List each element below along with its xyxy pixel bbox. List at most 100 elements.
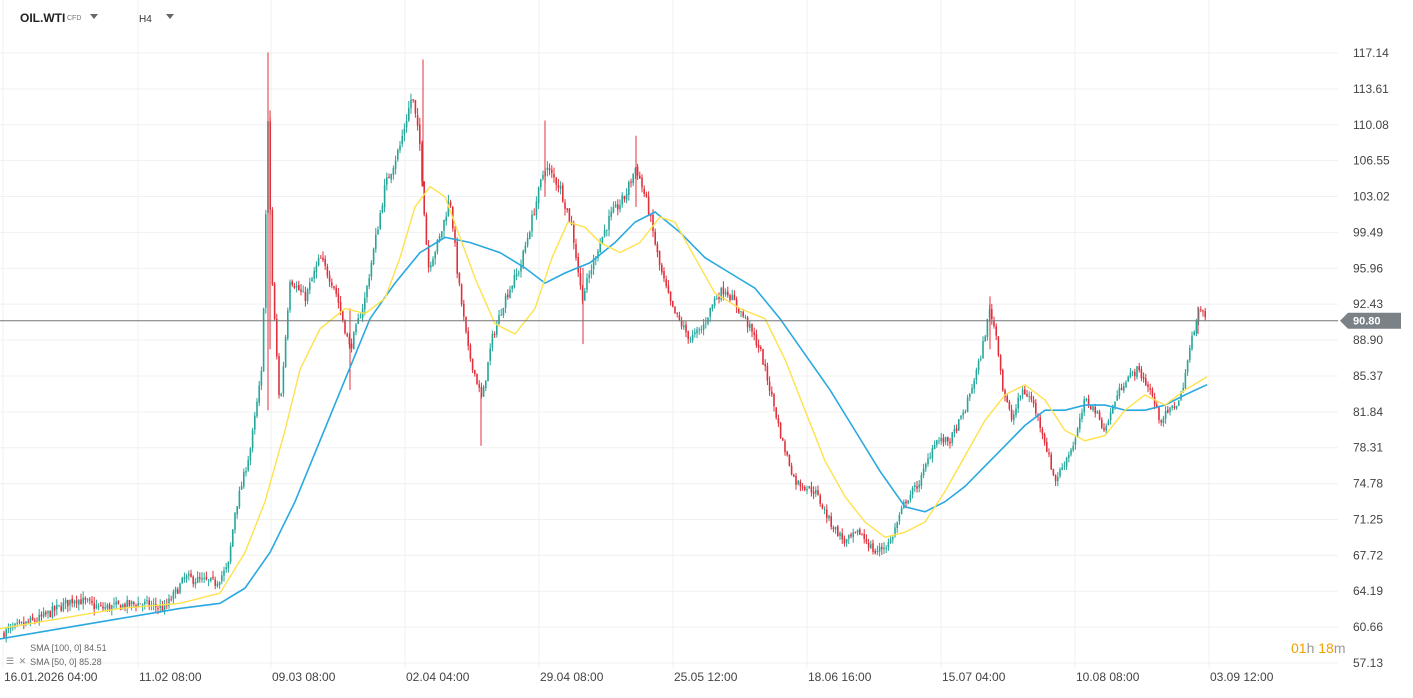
- candle-body: [861, 534, 863, 536]
- candle-body: [557, 185, 560, 188]
- candle-body: [157, 608, 159, 610]
- candle-body: [14, 623, 16, 627]
- candle-body: [942, 437, 945, 443]
- candle-body: [1006, 396, 1008, 403]
- candle-body: [1197, 309, 1200, 321]
- candle-body: [317, 258, 320, 266]
- candle-body: [1202, 310, 1204, 312]
- candle-body: [124, 603, 126, 609]
- candle-body: [894, 527, 896, 537]
- candle-body: [51, 606, 54, 618]
- close-icon[interactable]: ✕: [18, 656, 28, 666]
- candle-body: [458, 273, 461, 284]
- candle-body: [925, 463, 927, 469]
- candle-body: [1200, 309, 1202, 311]
- candle-body: [636, 166, 639, 176]
- candle-body: [667, 285, 670, 293]
- candle-body: [212, 576, 214, 579]
- candle-body: [1178, 400, 1180, 406]
- candle-body: [342, 311, 344, 321]
- candle-body: [104, 607, 106, 609]
- x-tick-label: 09.03 08:00: [272, 670, 336, 684]
- candle-body: [500, 314, 502, 316]
- candle-body: [102, 606, 104, 609]
- y-tick-label: 78.31: [1353, 441, 1383, 455]
- candle-body: [1118, 387, 1121, 397]
- candle-body: [227, 561, 230, 569]
- candle-body: [771, 391, 773, 395]
- candle-body: [436, 240, 439, 252]
- candle-body: [75, 600, 78, 604]
- y-tick-label: 103.02: [1353, 190, 1390, 204]
- candle-body: [513, 275, 516, 288]
- candle-body: [421, 143, 423, 182]
- indicator-legend-sma50[interactable]: ☰ ✕ SMA [50, 0] 85.28: [6, 656, 102, 667]
- candle-body: [128, 600, 131, 606]
- candle-body: [969, 393, 971, 398]
- y-axis: 117.14 113.61 110.08 106.55 103.02 99.49 95.96…: [1353, 46, 1390, 670]
- candle-body: [20, 622, 23, 623]
- candle-body: [537, 187, 540, 204]
- candle-body: [900, 507, 903, 514]
- indicator-controls: ☰ ✕: [6, 656, 27, 667]
- sma100-legend-label: SMA [100, 0] 84.51: [30, 642, 107, 653]
- candle-body: [953, 428, 956, 433]
- candle-body: [843, 538, 846, 544]
- candle-body: [89, 599, 91, 601]
- x-tick-label: 16.01.2026 04:00: [4, 670, 98, 684]
- candle-body: [192, 576, 194, 584]
- candle-body: [795, 475, 797, 485]
- candle-body: [958, 419, 960, 431]
- candle-body: [370, 262, 373, 277]
- candle-body: [245, 471, 247, 473]
- candle-body: [91, 600, 93, 603]
- candle-body: [962, 412, 964, 416]
- candle-body: [944, 436, 947, 442]
- candle-body: [412, 99, 414, 101]
- timeframe-label[interactable]: H4: [139, 14, 152, 25]
- candle-body: [282, 366, 285, 394]
- candle-body: [782, 438, 784, 441]
- candle-body: [663, 271, 665, 279]
- candle-body: [834, 526, 837, 530]
- candle-body: [735, 299, 738, 308]
- candle-body: [1002, 370, 1004, 391]
- indicator-legend-sma100[interactable]: ☰ ✕ SMA [100, 0] 84.51: [6, 642, 107, 653]
- candle-body: [515, 273, 518, 277]
- candle-body: [542, 174, 544, 179]
- candle-body: [223, 570, 225, 576]
- candle-body: [427, 245, 430, 268]
- candle-body: [1039, 417, 1041, 428]
- candle-body: [135, 605, 137, 608]
- indicator-settings-icon[interactable]: ☰: [6, 656, 16, 666]
- candle-body: [819, 495, 821, 504]
- timeframe-dropdown-chevron-down-icon[interactable]: [166, 14, 174, 19]
- candle-body: [738, 307, 740, 313]
- candle-body: [335, 287, 337, 294]
- candle-body: [16, 622, 18, 624]
- candle-body: [95, 605, 98, 609]
- candle-body: [520, 264, 522, 272]
- candle-body: [133, 602, 135, 605]
- candle-body: [1129, 372, 1132, 378]
- candle-body: [509, 289, 511, 298]
- candle-body: [295, 285, 298, 288]
- candle-body: [251, 430, 254, 449]
- candle-body: [12, 626, 14, 628]
- candle-body: [597, 251, 599, 258]
- candle-body: [867, 542, 870, 548]
- candle-body: [1057, 477, 1059, 482]
- symbol-name[interactable]: OIL.WTI: [20, 11, 66, 25]
- candle-body: [685, 324, 687, 333]
- candle-body: [122, 604, 124, 609]
- candle-body: [416, 115, 419, 126]
- candle-body: [7, 627, 10, 629]
- candle-body: [1164, 410, 1167, 419]
- candle-body: [621, 195, 623, 205]
- candle-body: [896, 522, 898, 528]
- sma100-series: [0, 211, 1208, 640]
- candle-body: [205, 576, 208, 580]
- symbol-dropdown-chevron-down-icon[interactable]: [90, 14, 98, 19]
